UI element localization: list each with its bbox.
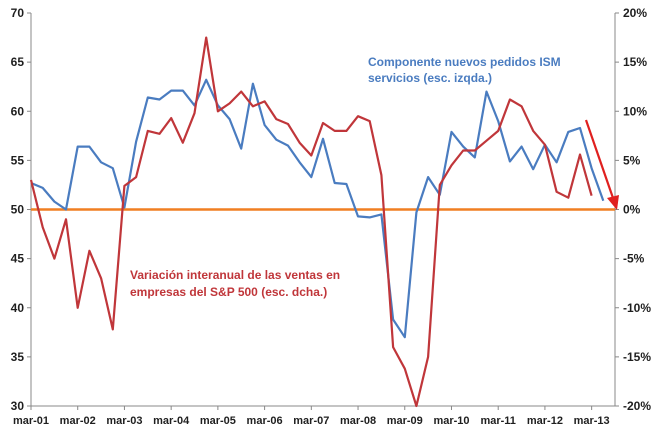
x-tick-label: mar-06 — [247, 415, 283, 427]
right-tick-label: 10% — [623, 104, 647, 118]
right-tick-label: 20% — [623, 6, 647, 20]
x-tick-label: mar-03 — [106, 415, 142, 427]
right-tick-label: -20% — [623, 399, 651, 413]
right-tick-label: 5% — [623, 153, 641, 167]
right-tick-label: -10% — [623, 301, 651, 315]
x-tick-label: mar-10 — [433, 415, 469, 427]
ism-new-orders-line — [30, 78, 605, 339]
left-tick-label: 50 — [11, 203, 25, 217]
x-tick-label: mar-09 — [387, 415, 423, 427]
left-tick-label: 65 — [11, 55, 25, 69]
x-tick-label: mar-11 — [480, 415, 515, 427]
left-tick-label: 30 — [11, 399, 25, 413]
annotation-blue-line2: servicios (esc. izqda.) — [368, 71, 492, 85]
x-tick-label: mar-12 — [527, 415, 563, 427]
sp500-sales-line — [29, 36, 593, 408]
x-tick-label: mar-07 — [293, 415, 329, 427]
x-tick-label: mar-04 — [153, 415, 190, 427]
right-tick-label: 0% — [623, 203, 641, 217]
x-tick-label: mar-02 — [60, 415, 96, 427]
left-tick-label: 70 — [11, 6, 25, 20]
trend-arrow — [584, 119, 619, 210]
left-tick-label: 55 — [11, 153, 25, 167]
x-tick-label: mar-05 — [200, 415, 236, 427]
left-tick-label: 60 — [11, 104, 25, 118]
right-tick-label: 15% — [623, 55, 647, 69]
trend-arrow-shaft — [584, 119, 615, 199]
x-tick-label: mar-13 — [574, 415, 610, 427]
left-tick-label: 40 — [11, 301, 25, 315]
x-tick-label: mar-01 — [13, 415, 49, 427]
left-tick-label: 35 — [11, 350, 25, 364]
annotation-red-line2: empresas del S&P 500 (esc. dcha.) — [130, 285, 327, 299]
trend-arrow-head — [607, 195, 619, 210]
right-tick-label: -15% — [623, 350, 651, 364]
annotation-red-line1: Variación interanual de las ventas en — [130, 268, 340, 282]
right-tick-label: -5% — [623, 252, 645, 266]
left-tick-label: 45 — [11, 252, 25, 266]
annotation-blue-line1: Componente nuevos pedidos ISM — [368, 55, 561, 69]
x-tick-label: mar-08 — [340, 415, 376, 427]
